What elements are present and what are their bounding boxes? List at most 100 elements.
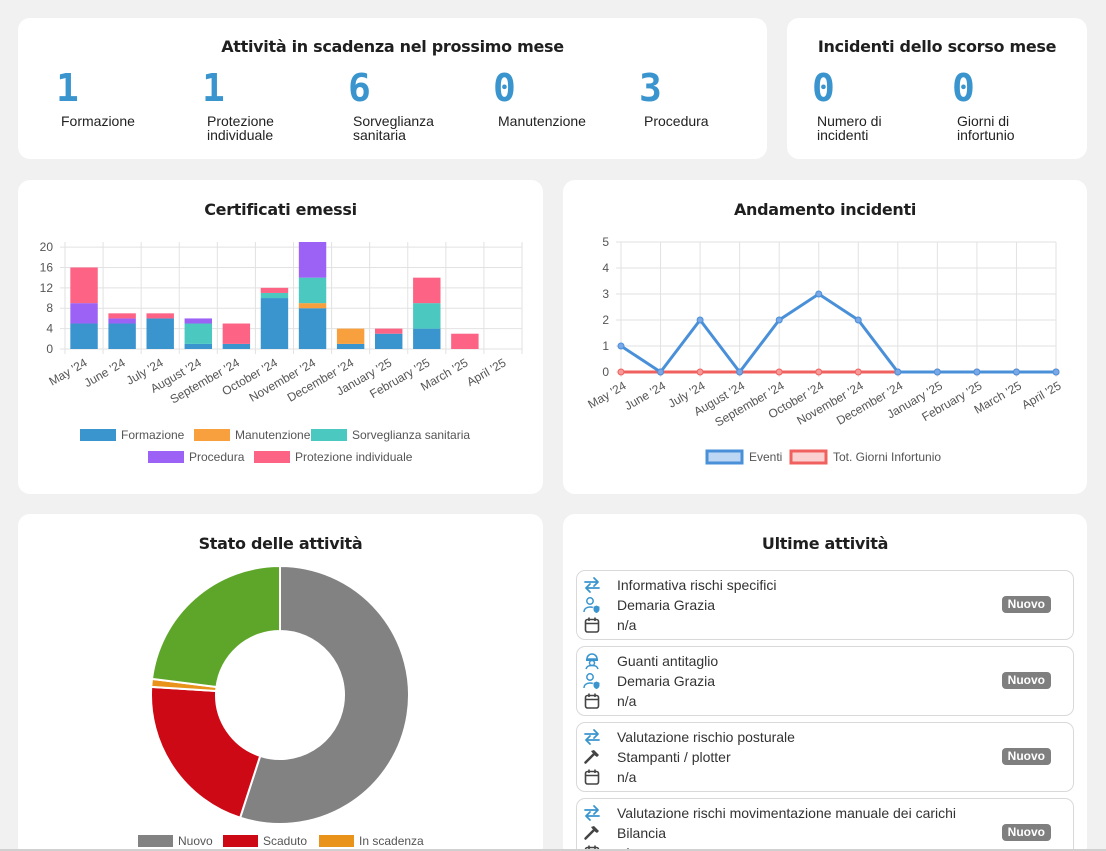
legend-swatch[interactable]: [148, 451, 184, 463]
data-point[interactable]: [815, 368, 823, 376]
bar-segment[interactable]: [146, 318, 174, 349]
x-tick-label: May '24: [46, 355, 89, 388]
donut-slice[interactable]: [238, 564, 410, 825]
x-tick-label: April '25: [464, 355, 509, 389]
stat-protezione-individuale[interactable]: 1 Protezione individuale: [202, 68, 322, 142]
data-point[interactable]: [1012, 368, 1020, 376]
stat-giorni-infortunio[interactable]: 0 Giorni di infortunio: [952, 68, 1072, 142]
stat-formazione[interactable]: 1 Formazione: [56, 68, 176, 128]
data-point[interactable]: [854, 316, 862, 324]
bar-segment[interactable]: [413, 277, 441, 304]
stat-procedura[interactable]: 3 Procedura: [639, 68, 759, 128]
bar-segment[interactable]: [298, 277, 327, 304]
stat-sorveglianza-sanitaria[interactable]: 6 Sorveglianza sanitaria: [348, 68, 468, 142]
bar-segment[interactable]: [70, 303, 98, 324]
bar-segment[interactable]: [260, 298, 289, 349]
status-badge: Nuovo: [1001, 824, 1051, 841]
activity-item[interactable]: Guanti antitaglio Demaria Grazia n/a Nuovo: [576, 646, 1074, 716]
bar-segment[interactable]: [413, 303, 441, 329]
activity-row: Guanti antitaglio: [583, 651, 718, 671]
legend-label: Eventi: [749, 450, 782, 464]
activity-status-card: Stato delle attività Nuovo Scaduto In scad…: [18, 514, 543, 851]
stat-value: 0: [952, 66, 975, 110]
data-point[interactable]: [775, 368, 783, 376]
legend-swatch[interactable]: [705, 449, 744, 465]
bar-segment[interactable]: [108, 318, 136, 324]
activity-item[interactable]: Valutazione rischio posturale Stampanti /…: [576, 722, 1074, 792]
activity-row: Stampanti / plotter: [583, 747, 731, 767]
data-point[interactable]: [933, 368, 941, 376]
bar-segment[interactable]: [146, 313, 174, 319]
bar-segment[interactable]: [222, 343, 251, 349]
activity-row: Demaria Grazia: [583, 595, 715, 615]
stat-manutenzione[interactable]: 0 Manutenzione: [493, 68, 613, 128]
donut-slice[interactable]: [150, 685, 262, 819]
stat-value: 1: [56, 66, 79, 110]
bar-segment[interactable]: [70, 267, 98, 304]
legend-swatch[interactable]: [80, 429, 116, 441]
activity-item[interactable]: Informativa rischi specifici Demaria Graz…: [576, 570, 1074, 640]
bar-segment[interactable]: [336, 343, 365, 349]
bar-segment[interactable]: [336, 328, 365, 344]
stat-label: Manutenzione: [498, 113, 586, 129]
bar-segment[interactable]: [260, 292, 289, 299]
bar-segment[interactable]: [108, 313, 136, 319]
data-point[interactable]: [617, 342, 625, 350]
data-point[interactable]: [854, 368, 862, 376]
legend-swatch[interactable]: [254, 451, 290, 463]
x-tick-label: June '24: [622, 378, 668, 413]
y-tick-label: 0: [602, 365, 609, 379]
legend-swatch[interactable]: [789, 449, 828, 465]
upcoming-activities-title: Attività in scadenza nel prossimo mese: [221, 37, 564, 56]
bar-segment[interactable]: [184, 323, 213, 344]
series-line[interactable]: [620, 292, 1056, 375]
bar-segment[interactable]: [70, 323, 98, 349]
bar-segment[interactable]: [374, 328, 403, 334]
x-tick-label: April '25: [1019, 378, 1064, 412]
bar-segment[interactable]: [451, 333, 479, 349]
bar-segment[interactable]: [184, 343, 213, 349]
bar-segment[interactable]: [298, 308, 327, 349]
bar-segment[interactable]: [222, 323, 251, 344]
legend-label: Tot. Giorni Infortunio: [833, 450, 941, 464]
data-point[interactable]: [775, 316, 783, 324]
data-point[interactable]: [736, 368, 744, 376]
activity-row: n/a: [583, 767, 636, 787]
activity-item[interactable]: Valutazione rischi movimentazione manual…: [576, 798, 1074, 851]
status-badge: Nuovo: [1001, 672, 1051, 689]
y-tick-label: 4: [602, 261, 609, 275]
hammer-icon: [583, 748, 601, 766]
legend-swatch[interactable]: [319, 835, 354, 847]
data-point[interactable]: [657, 368, 665, 376]
stat-value: 0: [812, 66, 835, 110]
bar-segment[interactable]: [374, 333, 403, 349]
activity-row: Valutazione rischi movimentazione manual…: [583, 803, 956, 823]
arrows-exchange-icon: [583, 576, 601, 594]
data-point[interactable]: [973, 368, 981, 376]
legend-swatch[interactable]: [194, 429, 230, 441]
bar-segment[interactable]: [298, 242, 327, 278]
bar-segment[interactable]: [260, 287, 289, 293]
bar-segment[interactable]: [413, 328, 441, 349]
data-point[interactable]: [696, 316, 704, 324]
legend-swatch[interactable]: [311, 429, 347, 441]
data-point[interactable]: [894, 368, 902, 376]
stat-label: Procedura: [644, 113, 709, 129]
y-tick-label: 3: [602, 287, 609, 301]
data-point[interactable]: [1052, 368, 1060, 376]
bar-segment[interactable]: [108, 323, 136, 349]
stat-value: 0: [493, 66, 516, 110]
legend-swatch[interactable]: [138, 835, 173, 847]
bar-segment[interactable]: [298, 303, 327, 309]
stat-numero-incidenti[interactable]: 0 Numero di incidenti: [812, 68, 932, 142]
activity-name: Valutazione rischi movimentazione manual…: [617, 805, 957, 821]
bar-segment[interactable]: [184, 318, 213, 324]
legend-label: Scaduto: [263, 834, 307, 848]
donut-slice[interactable]: [150, 564, 281, 689]
x-tick-label: June '24: [82, 355, 128, 390]
arrows-exchange-icon: [583, 804, 601, 822]
data-point[interactable]: [815, 290, 823, 298]
data-point[interactable]: [617, 368, 625, 376]
data-point[interactable]: [696, 368, 704, 376]
legend-swatch[interactable]: [223, 835, 258, 847]
